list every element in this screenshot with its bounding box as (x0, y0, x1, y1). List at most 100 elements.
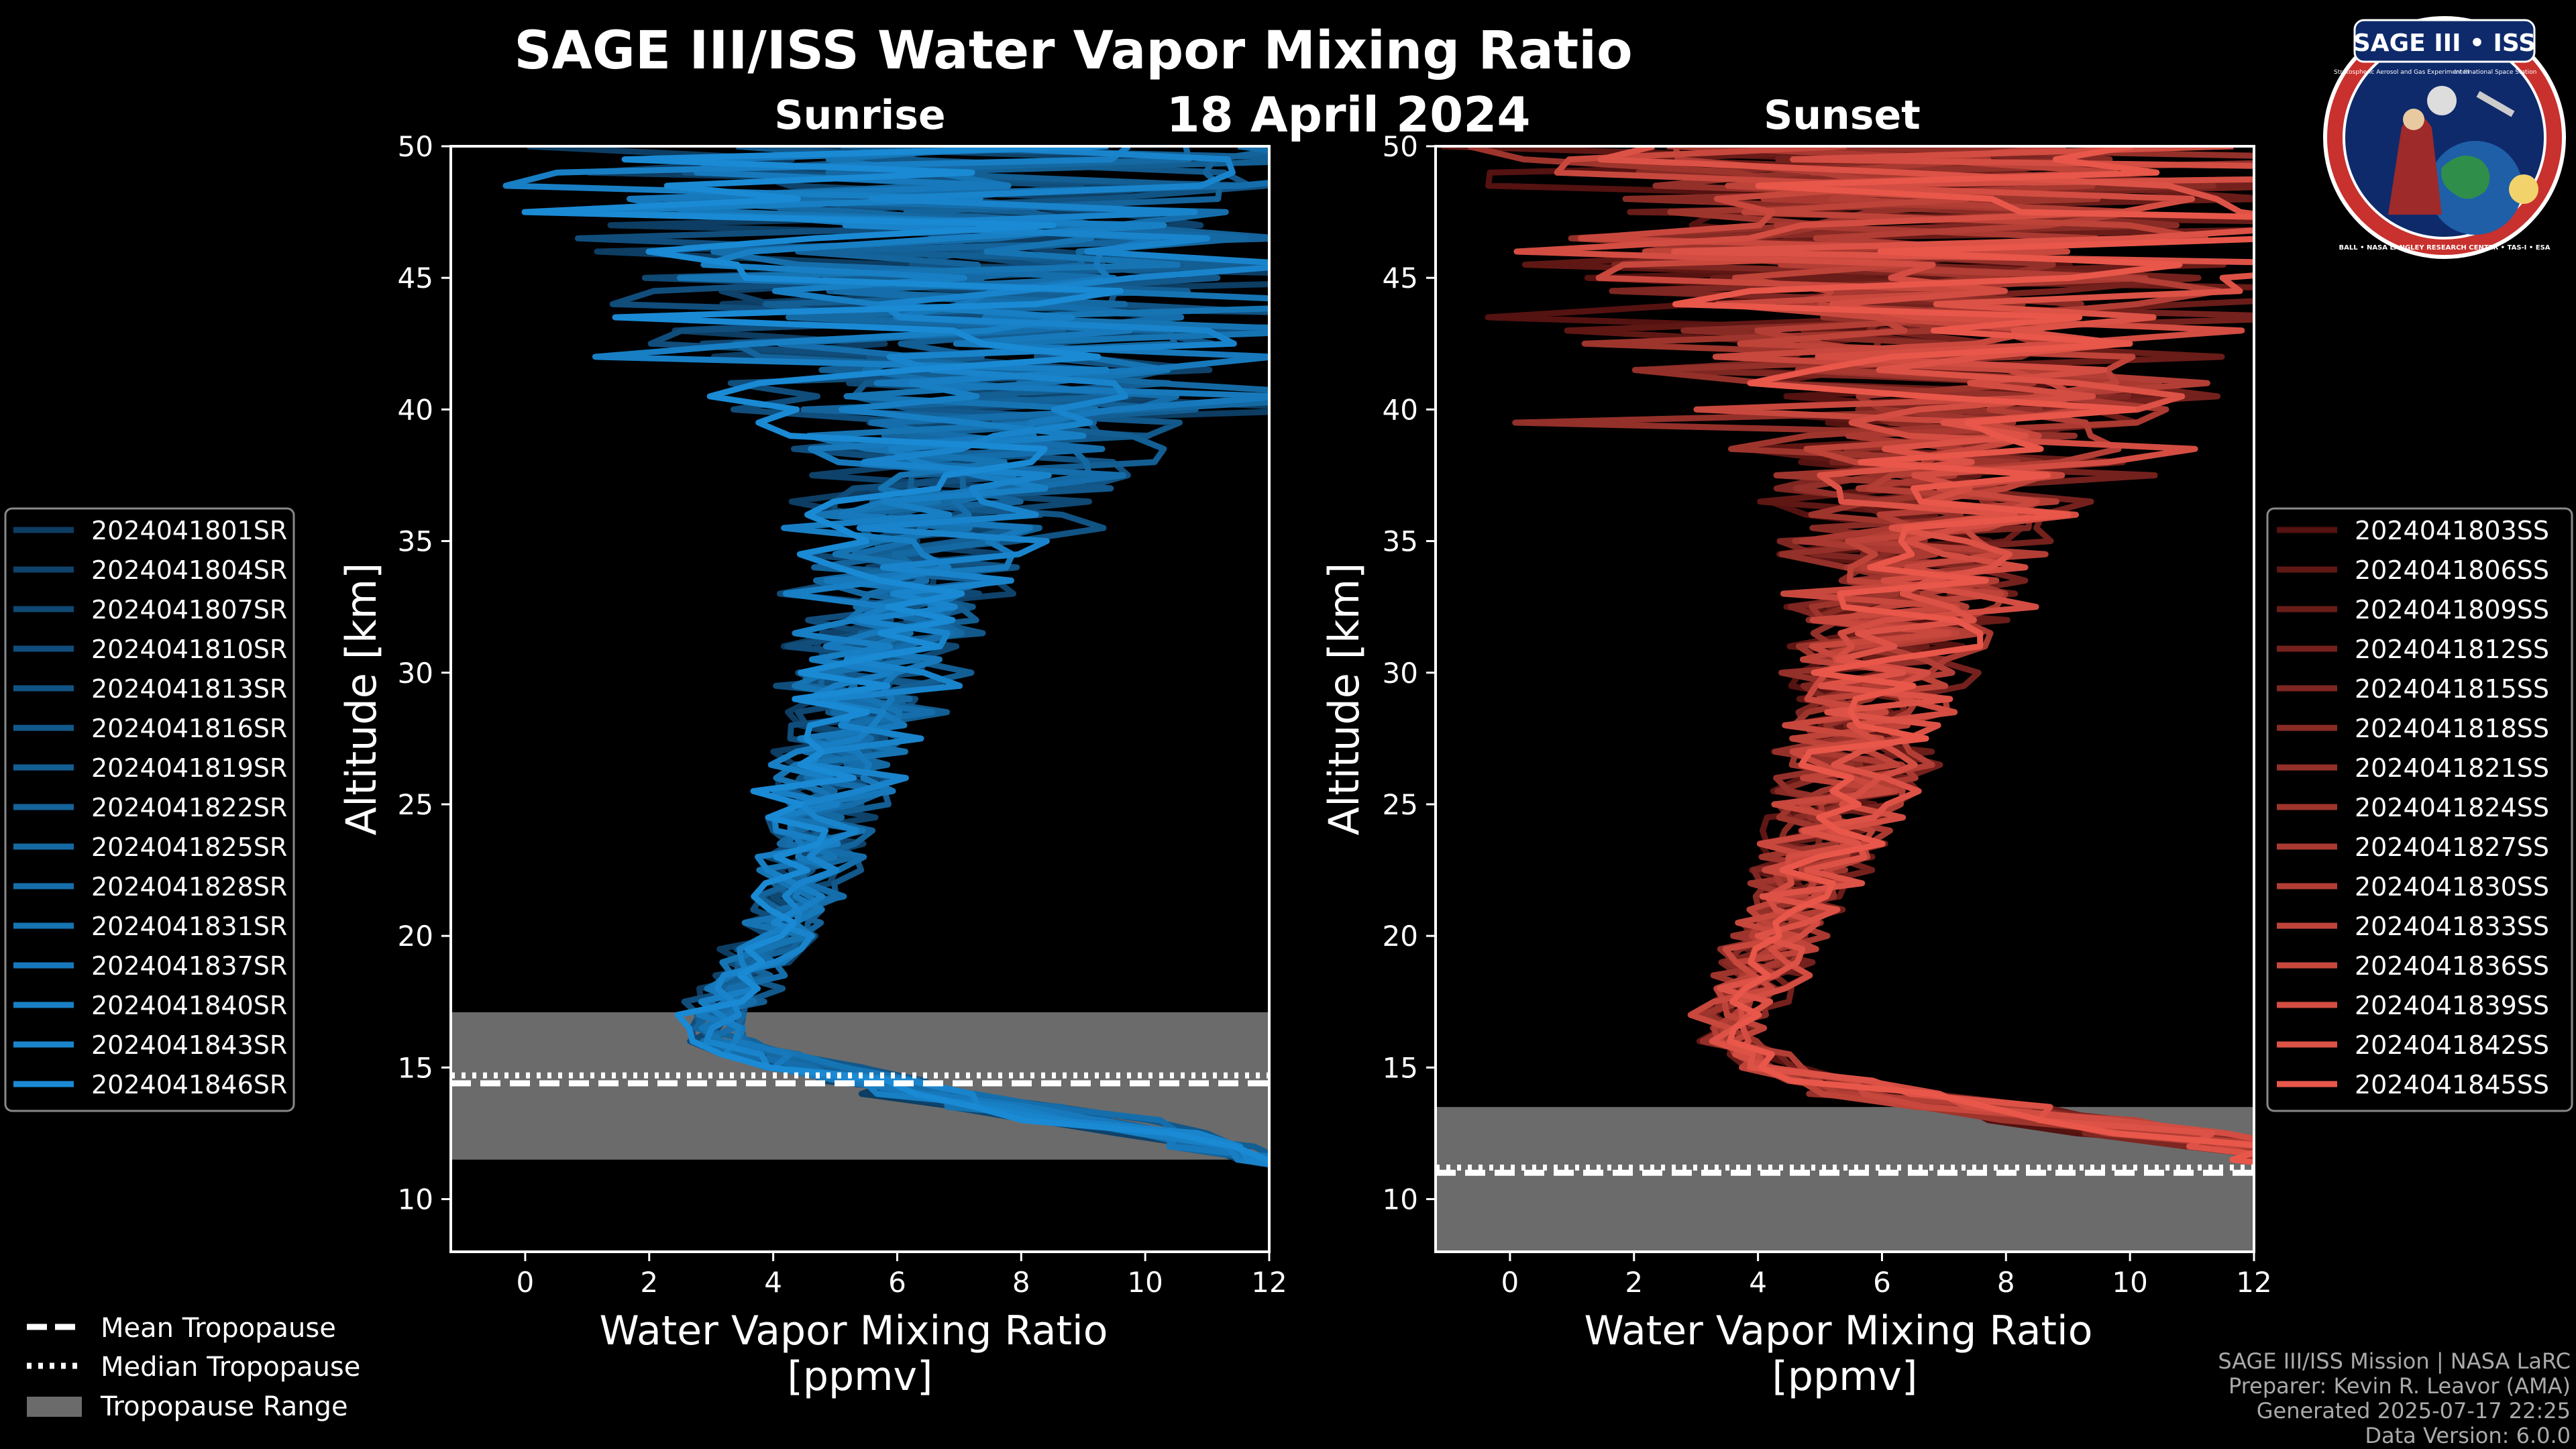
sunset-x-tick-label: 10 (2112, 1266, 2147, 1299)
logo-continent-icon (2441, 156, 2490, 199)
sunrise-panel-title: Sunrise (774, 92, 945, 139)
sunset-y-tick-label: 20 (1383, 920, 1418, 953)
sunset-plot: 0 2 4 6 8 10 12 10 15 20 25 30 35 40 45 50 Altitude [km… (1320, 130, 2272, 1400)
sunrise-plot-frame (449, 145, 1271, 1253)
logo-title-banner (2353, 19, 2536, 63)
sunset-legend-frame (2266, 507, 2573, 1112)
mean-tropopause-label: Mean Tropopause (101, 1313, 336, 1344)
sunset-y-tick-label: 25 (1383, 788, 1418, 821)
logo-ring-text: BALL • NASA LANGLEY RESEARCH CENTER • TA… (2339, 244, 2550, 252)
tropopause-legend: Mean Tropopause Median Tropopause Tropop… (27, 1313, 360, 1422)
sunset-legend-label: 2024041824SS (2355, 793, 2549, 822)
sunrise-legend-label: 2024041843SR (91, 1030, 287, 1060)
sunset-legend-label: 2024041821SS (2355, 753, 2549, 783)
sunrise-legend-label: 2024041828SR (91, 872, 287, 902)
sunset-legend-label: 2024041830SS (2355, 872, 2549, 902)
sunrise-legend-label: 2024041816SR (91, 714, 287, 743)
sunrise-legend-label: 2024041840SR (91, 991, 287, 1020)
sunset-x-tick-label: 6 (1873, 1266, 1891, 1299)
sunset-legend-label: 2024041833SS (2355, 912, 2549, 941)
sunset-legend-label: 2024041836SS (2355, 951, 2549, 981)
sunset-legend-label: 2024041803SS (2355, 516, 2549, 545)
sunrise-legend-label: 2024041813SR (91, 674, 287, 704)
sunrise-legend-label: 2024041819SR (91, 753, 287, 783)
sunset-y-tick-label: 15 (1383, 1051, 1418, 1084)
sage-iii-iss-logo: SAGE III • ISS Stratospheric Aerosol and… (2323, 16, 2566, 259)
sunrise-legend-label: 2024041807SR (91, 595, 287, 625)
credits-generated: Generated 2025-07-17 22:25 (2257, 1398, 2571, 1424)
sunrise-y-tick-label: 45 (398, 262, 433, 294)
logo-wizard-icon (2388, 114, 2442, 215)
logo-sun-icon (2509, 174, 2538, 204)
sunrise-legend: 2024041801SR 2024041804SR 2024041807SR 2024… (4, 507, 295, 1112)
sunrise-legend-label: 2024041846SR (91, 1070, 287, 1099)
sunset-profile-line (1672, 146, 2254, 1165)
sunrise-legend-label: 2024041825SR (91, 833, 287, 862)
sunrise-plot: 0 2 4 6 8 10 12 10 15 20 25 30 35 40 45 50 Altitude [km… (337, 130, 1287, 1400)
logo-title: SAGE III • ISS (2353, 30, 2536, 57)
sunset-x-tick-label: 2 (1625, 1266, 1643, 1299)
sunrise-y-tick-label: 25 (398, 788, 433, 821)
sunset-x-tick-label: 4 (1749, 1266, 1767, 1299)
sunrise-y-tick-label: 40 (398, 393, 433, 426)
logo-subtext-left: Stratospheric Aerosol and Gas Experiment… (2334, 69, 2469, 76)
sunset-legend-label: 2024041815SS (2355, 674, 2549, 704)
sunrise-x-tick-label: 8 (1012, 1266, 1030, 1299)
sunset-y-axis-label: Altitude [km] (1320, 563, 1368, 836)
logo-subtext-right: International Space Station (2455, 69, 2537, 76)
credits-data-version: Data Version: 6.0.0 (2365, 1423, 2571, 1448)
sunrise-x-axis-label: Water Vapor Mixing Ratio [ppmv] (599, 1307, 1120, 1400)
logo-wizard-head-icon (2403, 109, 2424, 130)
sunset-x-tick-label: 0 (1501, 1266, 1519, 1299)
sunrise-x-axis-label-line1: Water Vapor Mixing Ratio (599, 1307, 1108, 1354)
credits-preparer: Preparer: Kevin R. Leavor (AMA) (2229, 1373, 2571, 1399)
sunrise-legend-frame (4, 507, 295, 1112)
sunset-legend-label: 2024041806SS (2355, 555, 2549, 585)
sunset-x-axis-label: Water Vapor Mixing Ratio [ppmv] (1584, 1307, 2105, 1400)
sunrise-y-tick-label: 10 (398, 1183, 433, 1216)
chart-date: 18 April 2024 (1167, 87, 1531, 143)
sunrise-x-tick-label: 6 (888, 1266, 906, 1299)
sunset-y-tick-label: 45 (1383, 262, 1418, 294)
sunrise-x-tick-label: 10 (1127, 1266, 1163, 1299)
sunrise-y-axis-label: Altitude [km] (337, 563, 386, 836)
sunrise-legend-label: 2024041804SR (91, 555, 287, 585)
sunset-y-tick-label: 30 (1383, 657, 1418, 690)
logo-moon-icon (2427, 86, 2457, 115)
sunrise-x-tick-label: 2 (640, 1266, 658, 1299)
sunset-x-tick-label: 8 (1997, 1266, 2015, 1299)
sunrise-y-tick-label: 50 (398, 130, 433, 163)
sunset-x-axis-label-line2: [ppmv] (1772, 1353, 1918, 1400)
sunset-legend-label: 2024041809SS (2355, 595, 2549, 625)
sunset-legend-label: 2024041842SS (2355, 1030, 2549, 1060)
median-tropopause-label: Median Tropopause (101, 1352, 360, 1383)
sunset-x-axis-label-line1: Water Vapor Mixing Ratio (1584, 1307, 2092, 1354)
sunset-legend-label: 2024041839SS (2355, 991, 2549, 1020)
sunrise-profile-line (662, 146, 1269, 1161)
sunrise-y-tick-label: 15 (398, 1051, 433, 1084)
sunrise-legend-label: 2024041810SR (91, 635, 287, 664)
sunset-plot-frame (1434, 145, 2255, 1253)
sunset-y-tick-label: 35 (1383, 525, 1418, 558)
sunrise-x-axis-label-line2: [ppmv] (788, 1353, 933, 1400)
credits: SAGE III/ISS Mission | NASA LaRC Prepare… (2218, 1348, 2571, 1448)
sunset-panel-title: Sunset (1764, 92, 1921, 139)
sunset-legend-label: 2024041845SS (2355, 1070, 2549, 1099)
sunrise-legend-label: 2024041822SR (91, 793, 287, 822)
sunset-y-tick-label: 10 (1383, 1183, 1418, 1216)
sunrise-x-tick-label: 12 (1251, 1266, 1287, 1299)
tropopause-range-label: Tropopause Range (100, 1391, 348, 1422)
sunrise-legend-label: 2024041801SR (91, 516, 287, 545)
tropopause-range-swatch (27, 1397, 82, 1417)
sunset-legend: 2024041803SS 2024041806SS 2024041809SS 2024… (2266, 507, 2573, 1112)
sunset-legend-label: 2024041818SS (2355, 714, 2549, 743)
logo-iss-icon (2476, 91, 2515, 117)
sunset-legend-label: 2024041812SS (2355, 635, 2549, 664)
sunrise-y-tick-label: 20 (398, 920, 433, 953)
sunset-profile-line (1597, 146, 2254, 1157)
sunrise-x-tick-label: 0 (517, 1266, 535, 1299)
sunrise-profile-line (521, 146, 1269, 1163)
sunrise-legend-label: 2024041837SR (91, 951, 287, 981)
credits-mission: SAGE III/ISS Mission | NASA LaRC (2218, 1348, 2571, 1374)
sunset-y-tick-label: 50 (1383, 130, 1418, 163)
